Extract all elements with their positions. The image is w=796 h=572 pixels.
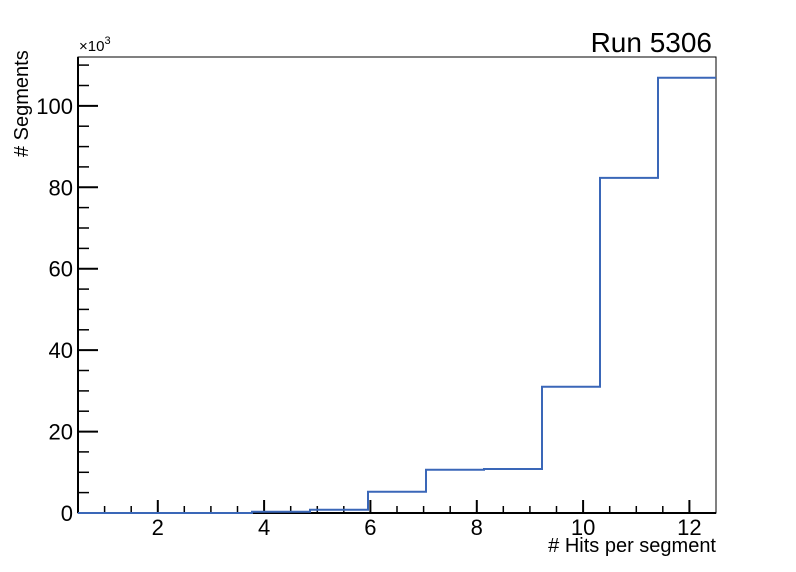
x-tick-label: 2 — [152, 515, 164, 540]
y-tick-label: 80 — [49, 175, 73, 200]
x-tick-label: 10 — [571, 515, 595, 540]
x-axis-title: # Hits per segment — [548, 535, 716, 557]
y-tick-label: 60 — [49, 257, 73, 282]
y-tick-label: 0 — [61, 501, 73, 526]
x-tick-label: 8 — [471, 515, 483, 540]
x-tick-label: 4 — [258, 515, 270, 540]
x-tick-label: 12 — [677, 515, 701, 540]
y-axis-exponent-power: 3 — [104, 35, 110, 47]
y-tick-label: 40 — [49, 338, 73, 363]
y-axis-exponent: ×103 — [79, 35, 111, 55]
x-tick-label: 6 — [364, 515, 376, 540]
plot-title: Run 5306 — [591, 27, 712, 58]
y-axis-title: # Segments — [11, 50, 33, 157]
y-tick-label: 100 — [36, 94, 73, 119]
y-tick-label: 20 — [49, 420, 73, 445]
plot-frame — [77, 56, 717, 514]
y-axis-exponent-base: ×10 — [79, 38, 104, 55]
histogram-line — [78, 76, 716, 514]
